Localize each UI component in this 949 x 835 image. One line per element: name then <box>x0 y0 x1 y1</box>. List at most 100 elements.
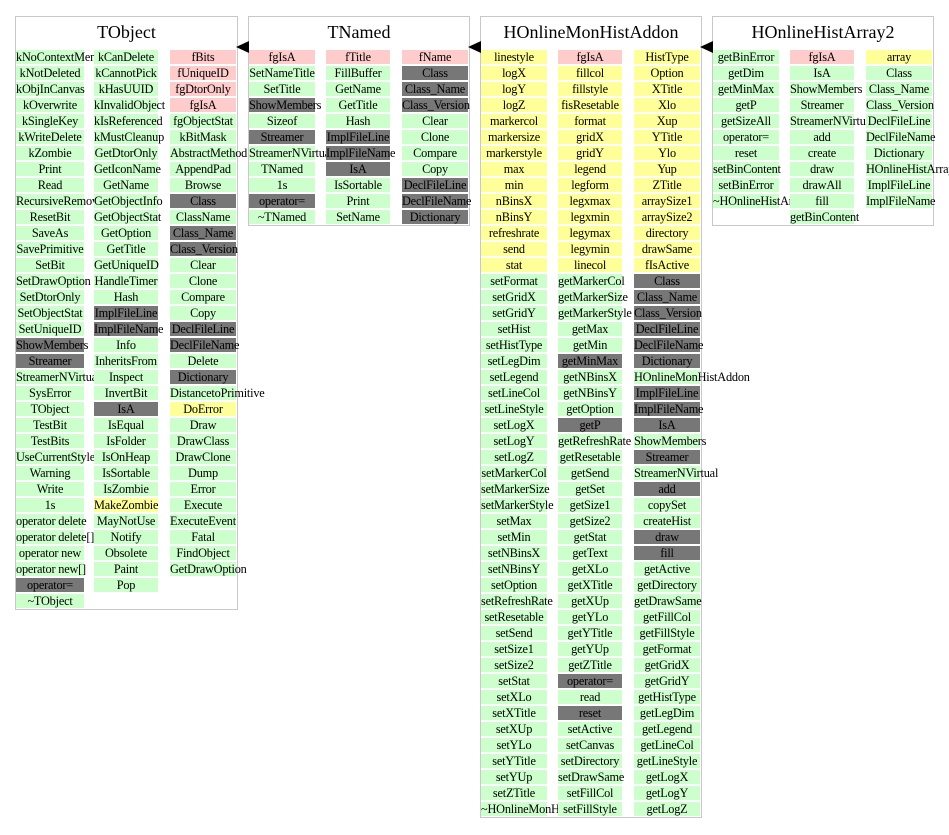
method-cell: GetName <box>94 178 158 192</box>
method-cell: IsZombie <box>94 482 158 496</box>
method-cell: setLegDim <box>481 354 547 368</box>
method-cell: getGridX <box>634 658 700 672</box>
method-cell: Compare <box>402 146 468 160</box>
method-cell: fgObjectStat <box>170 114 236 128</box>
attribute-cell: logX <box>481 66 547 80</box>
inherited-cell: Class_Version <box>170 242 238 256</box>
method-cell: kBitMask <box>170 130 236 144</box>
method-cell: ClassName <box>170 210 236 224</box>
attribute-cell: ZTitle <box>634 178 700 192</box>
method-cell: IsA <box>790 66 854 80</box>
method-cell: 1s <box>249 178 315 192</box>
attribute-cell: Ylo <box>634 146 700 160</box>
method-cell: UseCurrentStyle <box>16 450 95 464</box>
method-cell: getZTitle <box>558 658 622 672</box>
method-cell: setMin <box>481 530 547 544</box>
method-cell: DrawClass <box>170 434 236 448</box>
attribute-cell: nBinsY <box>481 210 547 224</box>
method-cell: setActive <box>558 722 622 736</box>
method-cell: getLineStyle <box>634 754 700 768</box>
method-cell: getMarkerCol <box>558 274 625 288</box>
method-cell: TestBit <box>16 418 84 432</box>
method-cell: Warning <box>16 466 84 480</box>
inherited-cell: operator= <box>558 674 622 688</box>
method-cell: setGridY <box>481 306 547 320</box>
inherited-cell: DeclFileLine <box>402 178 468 192</box>
method-cell: kMustCleanup <box>94 130 165 144</box>
method-cell: getMarkerSize <box>558 290 628 304</box>
data-member-cell: fgIsA <box>249 50 315 64</box>
method-cell: Clear <box>170 258 236 272</box>
method-cell: DeclFileLine <box>866 114 932 128</box>
class-title: TObject <box>97 22 156 42</box>
method-cell: Browse <box>170 178 236 192</box>
inherited-cell: ImplFileName <box>634 402 704 416</box>
method-cell: SetDrawOption <box>16 274 91 288</box>
method-cell: Copy <box>170 306 236 320</box>
attribute-cell: send <box>481 242 547 256</box>
method-cell: ShowMembers <box>790 82 863 96</box>
attribute-cell: nBinsX <box>481 194 547 208</box>
inherited-cell: DeclFileLine <box>170 322 236 336</box>
method-cell: InheritsFrom <box>94 354 158 368</box>
method-cell: RecursiveRemove <box>16 194 104 208</box>
method-cell: operator= <box>713 130 779 144</box>
method-cell: getYTitle <box>558 626 622 640</box>
method-cell: getMax <box>558 322 622 336</box>
class-title: HOnlineMonHistAddon <box>503 22 679 42</box>
method-cell: Delete <box>170 354 236 368</box>
inherited-cell: Class <box>402 66 468 80</box>
data-member-cell: fName <box>402 50 468 64</box>
method-cell: setMarkerSize <box>481 482 550 496</box>
method-cell: HandleTimer <box>94 274 158 288</box>
attribute-cell: MakeZombie <box>94 498 159 512</box>
method-cell: setLogX <box>481 418 547 432</box>
method-cell: getLogZ <box>634 802 700 816</box>
attribute-cell: max <box>481 162 547 176</box>
inherited-cell: DeclFileName <box>402 194 472 208</box>
inherited-cell: fill <box>634 546 700 560</box>
method-cell: ExecuteEvent <box>170 514 236 528</box>
inherited-cell: ImplFileLine <box>326 130 390 144</box>
data-member-cell: fUniqueID <box>170 66 236 80</box>
method-cell: ~TObject <box>16 594 84 608</box>
data-member-cell: fTitle <box>326 50 390 64</box>
method-cell: getStat <box>558 530 622 544</box>
method-cell: SetName <box>326 210 390 224</box>
attribute-cell: min <box>481 178 547 192</box>
method-cell: setLogY <box>481 434 547 448</box>
inherited-cell: getMinMax <box>558 354 622 368</box>
attribute-cell: gridX <box>558 130 622 144</box>
inherited-cell: operator= <box>249 194 315 208</box>
method-cell: setNBinsY <box>481 562 547 576</box>
method-cell: setFillStyle <box>558 802 622 816</box>
method-cell: GetTitle <box>94 242 158 256</box>
method-cell: getLegend <box>634 722 700 736</box>
attribute-cell: gridY <box>558 146 622 160</box>
attribute-cell: Yup <box>634 162 700 176</box>
attribute-cell: XTitle <box>634 82 700 96</box>
method-cell: Execute <box>170 498 236 512</box>
attribute-cell: legend <box>558 162 622 176</box>
data-member-cell: fgIsA <box>790 50 854 64</box>
inherited-cell: Streamer <box>16 354 84 368</box>
method-cell: setResetable <box>481 610 547 624</box>
method-cell: setYUp <box>481 770 547 784</box>
method-cell: Class <box>866 66 932 80</box>
class-title: HOnlineHistArray2 <box>751 22 895 42</box>
method-cell: add <box>790 130 854 144</box>
method-cell: getRefreshRate <box>558 434 631 448</box>
method-cell: IsSortable <box>94 466 158 480</box>
method-cell: kCanDelete <box>94 50 158 64</box>
method-cell: getYUp <box>558 642 622 656</box>
method-cell: kNoContextMenu <box>16 50 103 64</box>
method-cell: setZTitle <box>481 786 547 800</box>
data-member-cell: fgDtorOnly <box>170 82 236 96</box>
method-cell: ~TNamed <box>249 210 315 224</box>
inherited-cell: draw <box>634 530 700 544</box>
method-cell: Draw <box>170 418 236 432</box>
inherited-cell: Class_Name <box>170 226 236 240</box>
method-cell: getXUp <box>558 594 622 608</box>
method-cell: getOption <box>558 402 622 416</box>
